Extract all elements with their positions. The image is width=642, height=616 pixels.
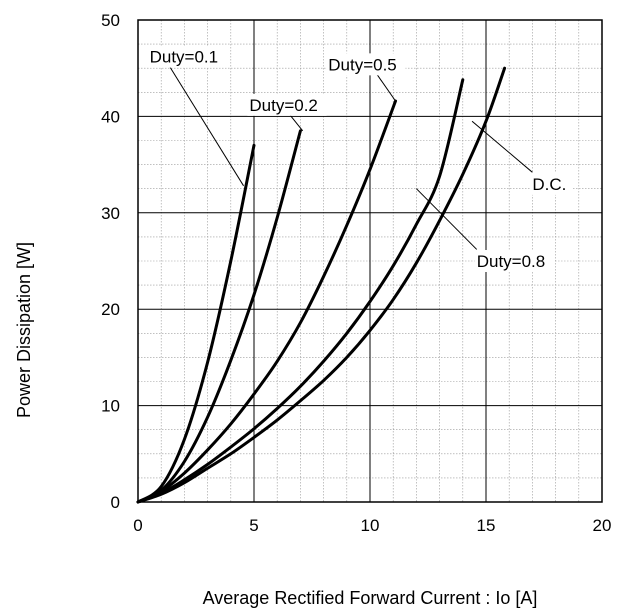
x-tick-label: 0	[133, 516, 142, 535]
x-tick-labels: 0 5 10 15 20	[133, 516, 611, 535]
series-line-duty-0-1	[136, 143, 256, 504]
series-layer	[136, 66, 507, 504]
y-tick-label: 10	[101, 397, 120, 416]
series-line-duty-0-2	[136, 129, 302, 504]
annotation-bg-duty-0-2	[247, 93, 327, 116]
annotation-bg-d-c	[530, 172, 572, 195]
y-tick-label: 30	[101, 204, 120, 223]
x-tick-label: 20	[593, 516, 612, 535]
annotation-d-c: D.C.	[532, 175, 566, 194]
leader-duty-0-1	[163, 56, 244, 187]
annotation-duty-0-1: Duty=0.1	[150, 48, 219, 67]
x-tick-label: 10	[361, 516, 380, 535]
series-line-d-c	[136, 66, 507, 504]
leader-duty-0-8	[416, 188, 478, 250]
x-tick-label: 15	[477, 516, 496, 535]
annotation-duty-0-5: Duty=0.5	[328, 55, 397, 74]
leader-d-c	[471, 120, 533, 173]
annotation-bg-duty-0-8	[474, 250, 554, 272]
annotation-bg-duty-0-5	[326, 53, 406, 76]
y-tick-labels: 0 10 20 30 40 50	[101, 11, 120, 512]
series-annotations: Duty=0.1 Duty=0.2 Duty=0.5 Duty=0.8 D.C.	[147, 45, 572, 272]
y-tick-label: 40	[101, 107, 120, 126]
annotation-bg-duty-0-1	[147, 45, 227, 68]
y-tick-label: 50	[101, 11, 120, 30]
plot-frame	[137, 19, 603, 503]
y-axis-title: Power Dissipation [W]	[14, 242, 34, 418]
y-tick-label: 20	[101, 300, 120, 319]
series-line-duty-0-8	[136, 78, 465, 504]
y-tick-label: 0	[111, 493, 120, 512]
x-axis-title: Average Rectified Forward Current : Io […	[203, 588, 538, 608]
series-line-duty-0-5	[136, 99, 398, 504]
annotation-duty-0-8: Duty=0.8	[477, 252, 546, 271]
x-tick-label: 5	[249, 516, 258, 535]
annotation-duty-0-2: Duty=0.2	[249, 96, 318, 115]
